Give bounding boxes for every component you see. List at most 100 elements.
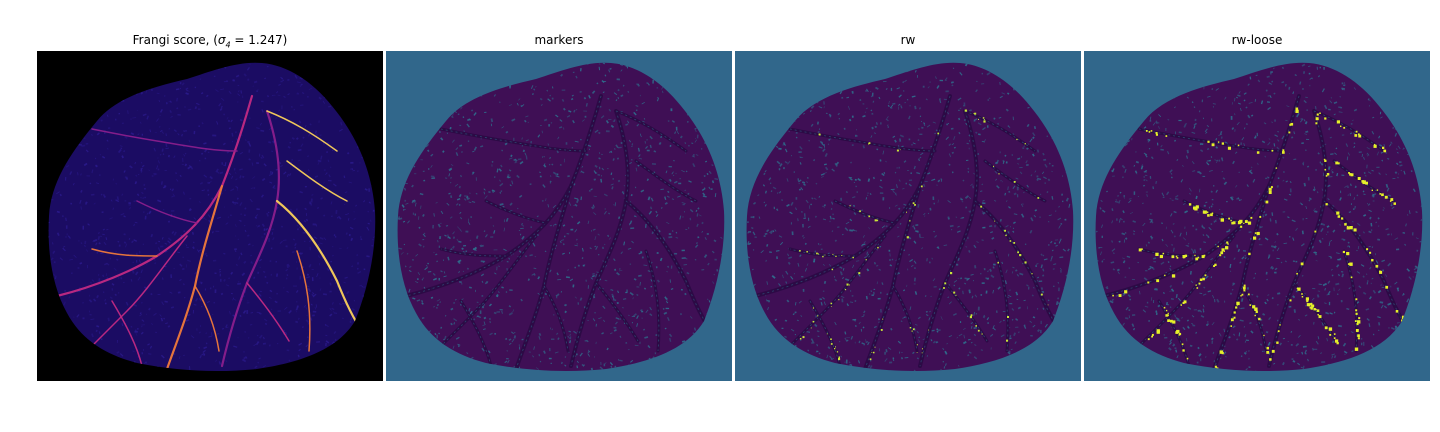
vessel	[963, 109, 1037, 153]
segmentation-highlight	[1148, 131, 1151, 133]
vessel	[91, 128, 238, 152]
segmentation-highlight	[1306, 300, 1309, 303]
segmentation-highlight	[1013, 181, 1016, 183]
segmentation-highlight	[1243, 222, 1245, 224]
segmentation-highlight	[1265, 200, 1269, 204]
segmentation-highlight	[1162, 252, 1165, 255]
vessel	[136, 200, 198, 224]
segmentation-highlight	[1258, 317, 1261, 321]
segmentation-highlight	[1155, 252, 1159, 256]
segmentation-highlight	[1040, 293, 1043, 296]
segmentation-highlight	[1223, 250, 1225, 252]
segmentation-highlight	[1301, 296, 1304, 298]
segmentation-highlight	[824, 254, 826, 256]
segmentation-highlight	[1024, 261, 1027, 264]
segmentation-highlight	[1379, 270, 1383, 274]
frangi-image-canvas	[37, 51, 383, 381]
segmentation-highlight	[916, 344, 918, 346]
segmentation-highlight	[1259, 216, 1262, 218]
segmentation-highlight	[830, 338, 832, 340]
segmentation-highlight	[1282, 149, 1285, 152]
segmentation-highlight	[1357, 334, 1360, 337]
segmentation-highlight	[1219, 254, 1222, 257]
segmentation-highlight	[1247, 293, 1250, 296]
segmentation-highlight	[1013, 242, 1016, 244]
segmentation-highlight	[1344, 223, 1347, 226]
segmentation-highlight	[868, 215, 871, 218]
segmentation-highlight	[1379, 193, 1381, 195]
segmentation-highlight	[980, 205, 983, 208]
segmentation-highlight	[1006, 339, 1009, 342]
segmentation-highlight	[916, 352, 918, 353]
segmentation-highlight	[1220, 218, 1224, 222]
vessel	[614, 109, 688, 153]
rw-image-canvas	[735, 51, 1081, 381]
rw-image	[735, 51, 1081, 381]
segmentation-highlight	[1349, 226, 1353, 230]
segmentation-highlight	[1382, 146, 1385, 149]
segmentation-highlight	[882, 318, 884, 320]
segmentation-highlight	[1141, 248, 1143, 250]
segmentation-highlight	[1112, 294, 1114, 297]
segmentation-highlight	[844, 289, 847, 291]
segmentation-highlight	[1324, 326, 1328, 330]
segmentation-highlight	[1225, 246, 1229, 250]
segmentation-highlight	[1329, 333, 1332, 336]
segmentation-highlight	[1349, 262, 1353, 266]
segmentation-highlight	[859, 210, 861, 213]
segmentation-highlight	[817, 253, 819, 255]
segmentation-highlight	[912, 328, 915, 331]
segmentation-highlight	[1290, 122, 1294, 126]
segmentation-highlight	[950, 272, 953, 275]
segmentation-highlight	[1348, 172, 1350, 174]
segmentation-highlight	[1230, 325, 1232, 327]
segmentation-highlight	[816, 252, 818, 255]
vessel	[275, 199, 364, 333]
segmentation-highlight	[1156, 330, 1160, 334]
segmentation-highlight	[1256, 151, 1260, 154]
title-value: = 1.247)	[230, 33, 288, 47]
segmentation-highlight	[1350, 276, 1353, 279]
segmentation-highlight	[880, 329, 883, 331]
segmentation-highlight	[1326, 173, 1330, 176]
segmentation-highlight	[1346, 252, 1350, 256]
segmentation-highlight	[1138, 248, 1142, 252]
segmentation-highlight	[1171, 274, 1176, 278]
segmentation-highlight	[984, 119, 985, 121]
segmentation-highlight	[1252, 305, 1256, 309]
segmentation-highlight	[865, 259, 867, 261]
segmentation-highlight	[1354, 320, 1357, 322]
segmentation-highlight	[810, 327, 812, 329]
segmentation-highlight	[1207, 214, 1210, 217]
segmentation-highlight	[1147, 338, 1150, 341]
segmentation-highlight	[1231, 222, 1234, 225]
segmentation-highlight	[1317, 313, 1319, 316]
segmentation-highlight	[1145, 130, 1148, 132]
vessel	[296, 250, 311, 352]
segmentation-highlight	[1341, 217, 1344, 220]
segmentation-highlight	[1279, 324, 1281, 326]
segmentation-highlight	[1228, 217, 1230, 220]
segmentation-highlight	[817, 315, 819, 317]
segmentation-highlight	[1376, 189, 1379, 191]
panel-title-markers: markers	[534, 33, 584, 47]
segmentation-highlight	[1325, 175, 1328, 177]
markers-image-canvas	[386, 51, 732, 381]
segmentation-highlight	[1241, 293, 1244, 296]
segmentation-highlight	[906, 211, 907, 213]
vessel	[55, 94, 254, 298]
segmentation-highlight	[993, 165, 995, 167]
segmentation-highlight	[1253, 236, 1257, 240]
segmentation-highlight	[826, 333, 828, 335]
segmentation-highlight	[1240, 225, 1243, 228]
segmentation-highlight	[1318, 315, 1322, 319]
segmentation-highlight	[1214, 263, 1217, 266]
segmentation-highlight	[1170, 319, 1173, 323]
segmentation-highlight	[822, 255, 824, 258]
segmentation-highlight	[832, 253, 834, 255]
segmentation-highlight	[964, 109, 967, 112]
segmentation-highlight	[1211, 143, 1215, 147]
segmentation-highlight	[1342, 250, 1345, 254]
segmentation-highlight	[1118, 294, 1122, 297]
segmentation-highlight	[975, 325, 977, 327]
